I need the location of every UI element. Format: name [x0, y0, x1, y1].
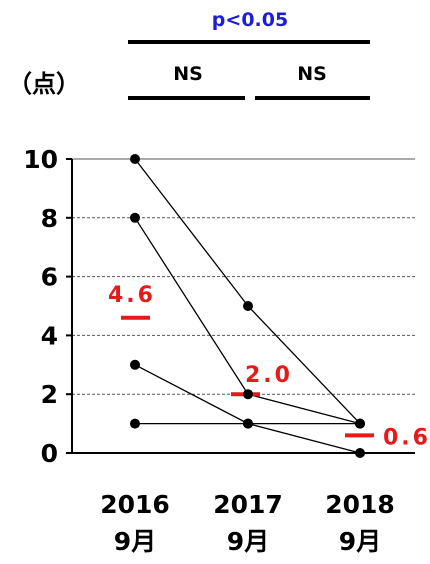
data-point-s1-x1 — [243, 389, 253, 400]
data-point-s0-x0 — [130, 154, 140, 164]
data-point-s0-x1 — [243, 301, 253, 311]
x-tick-label-month-2: 9月 — [339, 527, 381, 556]
data-point-s1-x0 — [130, 212, 140, 223]
y-tick-label-2: 2 — [41, 380, 58, 409]
mean-markers: 4.6 2.0 0.6 — [108, 283, 430, 451]
data-point-s3-x1 — [243, 418, 253, 429]
x-tick-labels: 2016 9月 2017 9月 2018 9月 — [100, 490, 395, 556]
x-tick-label-month-0: 9月 — [114, 527, 156, 556]
x-tick-label-year-2: 2018 — [325, 490, 395, 519]
y-tick-label-0: 0 — [41, 439, 58, 468]
y-tick-label-8: 8 — [41, 204, 58, 233]
x-tick-label-year-1: 2017 — [213, 490, 283, 519]
gridlines — [72, 158, 415, 395]
mean-label-1: 2.0 — [245, 363, 293, 388]
y-tick-label-6: 6 — [41, 263, 58, 292]
series-points — [130, 154, 365, 458]
y-tick-label-4: 4 — [41, 321, 58, 350]
x-tick-label-month-1: 9月 — [227, 527, 269, 556]
x-tick-label-year-0: 2016 — [100, 490, 170, 519]
data-point-s2-x0 — [130, 359, 140, 370]
mean-label-0: 4.6 — [108, 283, 156, 308]
ns-label-2017-2018: NS — [297, 63, 327, 85]
y-axis-unit: （点） — [8, 70, 80, 98]
mean-label-2: 0.6 — [383, 425, 430, 450]
data-point-s3-x0 — [130, 418, 140, 429]
data-point-s3-x2 — [355, 418, 365, 429]
y-tick-labels: 0 2 4 6 8 10 — [23, 145, 58, 468]
significance-annotations: p<0.05 NS NS — [128, 9, 370, 100]
y-tick-label-10: 10 — [23, 145, 58, 174]
data-point-s2-x2 — [355, 448, 365, 458]
ns-label-2016-2017: NS — [173, 63, 203, 85]
overall-p-value: p<0.05 — [212, 9, 288, 31]
